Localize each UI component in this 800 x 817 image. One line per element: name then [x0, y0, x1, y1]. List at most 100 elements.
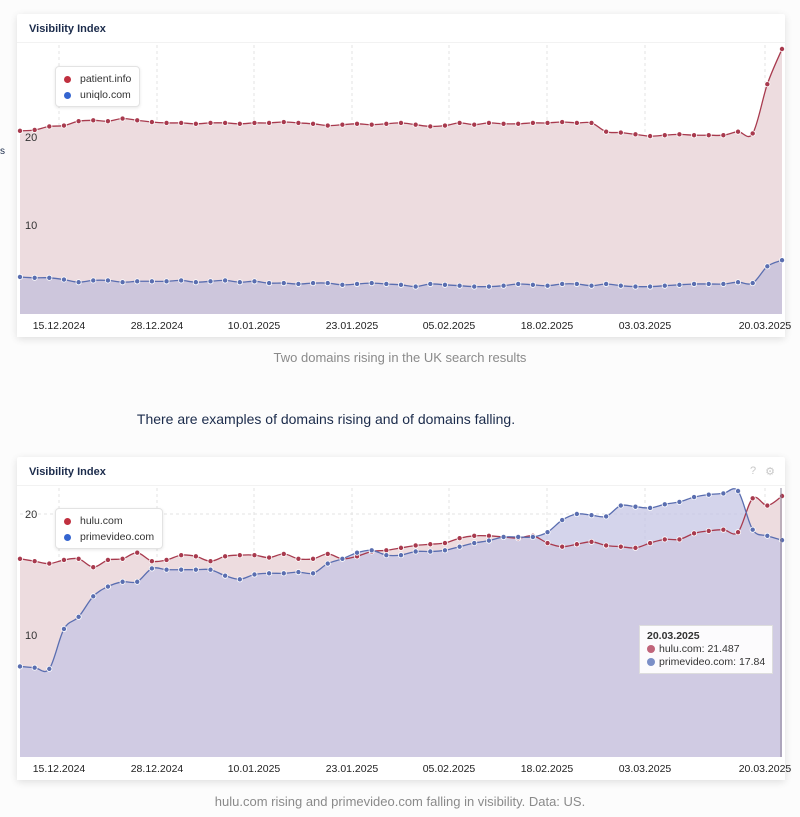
data-point — [573, 119, 580, 126]
data-point — [749, 495, 756, 502]
data-point — [31, 664, 38, 671]
data-point — [90, 564, 97, 571]
data-point — [119, 279, 126, 286]
data-point — [573, 511, 580, 518]
data-point — [749, 526, 756, 533]
data-point — [148, 558, 155, 565]
help-icon[interactable]: ? — [750, 465, 757, 477]
data-point — [735, 128, 742, 135]
x-tick-label: 05.02.2025 — [422, 320, 476, 332]
data-point — [427, 548, 434, 555]
data-point — [31, 274, 38, 281]
data-point — [588, 512, 595, 519]
visibility-chart-uk: Visibility Index 10 20 patient.info uniql… — [17, 14, 791, 337]
data-point — [236, 552, 243, 559]
data-point — [134, 117, 141, 124]
gear-icon[interactable]: ⚙ — [765, 466, 775, 478]
data-point — [266, 554, 273, 561]
data-point — [500, 533, 507, 540]
data-point — [647, 504, 654, 511]
data-point — [251, 278, 258, 285]
data-point — [280, 280, 287, 287]
data-point — [764, 81, 771, 88]
chart-tooltip: 20.03.2025 hulu.com: 21.487 primevideo.c… — [639, 625, 774, 674]
x-tick-label: 03.03.2025 — [618, 320, 672, 332]
data-point — [412, 548, 419, 555]
data-point — [324, 550, 331, 557]
data-point — [485, 119, 492, 126]
data-point — [280, 550, 287, 557]
data-point — [617, 129, 624, 136]
tooltip-marker-red — [647, 645, 655, 653]
data-point — [515, 533, 522, 540]
data-point — [661, 282, 668, 289]
data-point — [163, 278, 170, 285]
data-point — [295, 555, 302, 562]
data-point — [397, 544, 404, 551]
tooltip-date: 20.03.2025 — [647, 630, 700, 642]
data-point — [46, 123, 53, 130]
legend-item-patient-info[interactable]: patient.info — [64, 71, 131, 87]
data-point — [163, 556, 170, 563]
data-point — [383, 547, 390, 554]
data-point — [544, 540, 551, 547]
data-point — [104, 118, 111, 125]
legend-item-hulu[interactable]: hulu.com — [64, 513, 154, 529]
data-point — [471, 540, 478, 547]
y-tick-label: 10 — [25, 630, 37, 642]
legend-item-primevideo[interactable]: primevideo.com — [64, 529, 154, 545]
data-point — [90, 277, 97, 284]
data-point — [441, 547, 448, 554]
data-point — [397, 552, 404, 559]
data-point — [354, 280, 361, 287]
data-point — [324, 560, 331, 567]
data-point — [720, 132, 727, 139]
data-point — [266, 280, 273, 287]
x-axis-band — [17, 757, 785, 780]
data-point — [559, 517, 566, 524]
data-point — [647, 540, 654, 547]
data-point — [207, 278, 214, 285]
data-point — [661, 536, 668, 543]
data-point — [339, 281, 346, 288]
x-tick-label: 10.01.2025 — [227, 320, 281, 332]
area-primevideo-com — [20, 488, 782, 757]
data-point — [178, 566, 185, 573]
legend-marker-blue — [64, 91, 71, 99]
data-point — [192, 279, 199, 286]
y-tick-label: 20 — [25, 132, 37, 144]
data-point — [764, 532, 771, 539]
data-point — [647, 133, 654, 140]
legend-item-uniqlo[interactable]: uniqlo.com — [64, 87, 131, 103]
data-point — [588, 282, 595, 289]
data-point — [31, 558, 38, 565]
data-point — [17, 663, 23, 670]
data-point — [779, 46, 785, 52]
data-point — [456, 119, 463, 126]
data-point — [148, 278, 155, 285]
data-point — [383, 552, 390, 559]
legend-marker-red — [64, 75, 71, 83]
chart-header — [17, 457, 785, 486]
data-point — [31, 126, 38, 133]
x-tick-label: 23.01.2025 — [325, 763, 379, 775]
data-point — [749, 280, 756, 287]
data-point — [441, 540, 448, 547]
y-tick-label: 10 — [25, 220, 37, 232]
data-point — [310, 120, 317, 127]
chart-plot-area[interactable]: 10 20 — [17, 14, 785, 337]
data-point — [544, 282, 551, 289]
data-point — [75, 279, 82, 286]
cut-off-text-fragment: s — [0, 146, 5, 157]
data-point — [720, 280, 727, 287]
data-point — [339, 121, 346, 128]
chart-plot-area[interactable]: 10 20 — [17, 457, 785, 780]
data-point — [471, 283, 478, 290]
x-tick-label: 20.03.2025 — [738, 763, 792, 775]
data-point — [46, 560, 53, 567]
data-point — [397, 119, 404, 126]
data-point — [691, 494, 698, 501]
data-point — [588, 119, 595, 126]
data-point — [207, 119, 214, 126]
data-point — [603, 280, 610, 287]
